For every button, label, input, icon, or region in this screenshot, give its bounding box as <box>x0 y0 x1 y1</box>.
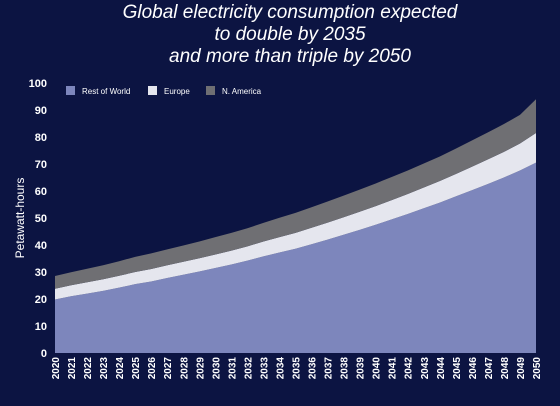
x-tick-label: 2036 <box>308 357 319 380</box>
x-tick-label: 2049 <box>516 357 527 380</box>
x-tick-label: 2045 <box>452 357 463 380</box>
y-tick-label: 20 <box>35 294 47 306</box>
x-tick-label: 2029 <box>195 357 206 380</box>
x-tick-label: 2039 <box>356 357 367 380</box>
legend-item: Rest of World <box>66 86 130 96</box>
legend: Rest of World Europe N. America <box>66 86 262 96</box>
x-tick-label: 2030 <box>211 357 222 380</box>
x-tick-label: 2022 <box>83 357 94 380</box>
x-tick-label: 2027 <box>163 357 174 380</box>
legend-label: Rest of World <box>82 87 130 96</box>
series-area-n-america <box>55 99 536 289</box>
x-tick-label: 2050 <box>532 357 543 380</box>
x-tick-label: 2020 <box>51 357 62 380</box>
legend-swatch <box>206 86 215 95</box>
x-tick-label: 2028 <box>179 357 190 380</box>
y-tick-label: 50 <box>35 213 47 225</box>
y-axis: 0 10 20 30 40 50 60 70 80 90 100 <box>29 78 47 360</box>
x-tick-label: 2025 <box>131 357 142 380</box>
chart-title: Global electricity consumption expected … <box>0 2 560 68</box>
x-tick-label: 2034 <box>275 357 286 380</box>
x-tick-label: 2021 <box>67 357 78 380</box>
y-tick-label: 10 <box>35 321 47 333</box>
x-tick-label: 2041 <box>388 357 399 380</box>
y-tick-label: 30 <box>35 267 47 279</box>
x-tick-label: 2046 <box>468 357 479 380</box>
y-tick-label: 60 <box>35 186 47 198</box>
y-tick-label: 100 <box>29 78 47 90</box>
y-axis-label: Petawatt-hours <box>13 178 27 259</box>
x-tick-label: 2042 <box>404 357 415 380</box>
legend-item: N. America <box>206 86 262 96</box>
series-area-rest-of-world <box>55 162 536 353</box>
x-tick-label: 2023 <box>99 357 110 380</box>
legend-label: N. America <box>222 87 262 96</box>
x-tick-label: 2044 <box>436 357 447 380</box>
x-tick-label: 2040 <box>372 357 383 380</box>
x-tick-label: 2026 <box>147 357 158 380</box>
legend-swatch <box>148 86 157 95</box>
y-tick-label: 70 <box>35 159 47 171</box>
y-tick-label: 80 <box>35 132 47 144</box>
x-tick-label: 2047 <box>484 357 495 380</box>
x-tick-label: 2032 <box>243 357 254 380</box>
x-tick-label: 2048 <box>500 357 511 380</box>
x-tick-label: 2031 <box>227 357 238 380</box>
x-tick-label: 2043 <box>420 357 431 380</box>
x-axis: 2020 2021 2022 2023 2024 2025 2026 2027 2028 2029… <box>51 357 543 380</box>
x-tick-label: 2035 <box>292 357 303 380</box>
legend-label: Europe <box>164 87 190 96</box>
title-line-2: to double by 2035 <box>214 24 366 45</box>
title-line-3: and more than triple by 2050 <box>169 46 411 67</box>
y-tick-label: 0 <box>41 348 47 360</box>
x-tick-label: 2038 <box>340 357 351 380</box>
y-tick-label: 40 <box>35 240 47 252</box>
area-layer <box>55 99 536 353</box>
x-tick-label: 2024 <box>115 357 126 380</box>
legend-swatch <box>66 86 75 95</box>
title-line-1: Global electricity consumption expected <box>122 2 458 23</box>
legend-item: Europe <box>148 86 190 96</box>
x-tick-label: 2033 <box>259 357 270 380</box>
x-tick-label: 2037 <box>324 357 335 380</box>
series-area-europe <box>55 132 536 300</box>
y-tick-label: 90 <box>35 105 47 117</box>
